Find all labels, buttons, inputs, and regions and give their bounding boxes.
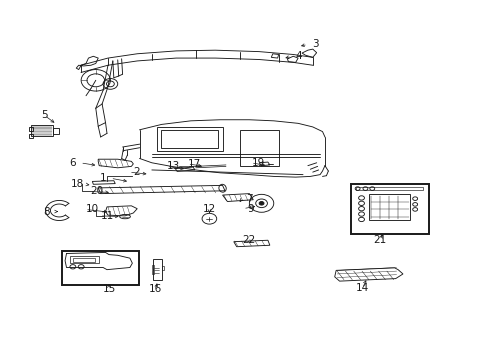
Text: 13: 13 [167, 161, 180, 171]
Circle shape [259, 202, 264, 205]
Bar [160, 130, 218, 148]
Bar [157, 127, 222, 151]
Text: 8: 8 [43, 207, 50, 217]
Text: 7: 7 [245, 194, 252, 204]
Text: 1: 1 [100, 173, 106, 183]
Bar [355, 187, 422, 190]
Text: 20: 20 [90, 186, 103, 197]
Text: 5: 5 [41, 111, 48, 121]
Text: 2: 2 [133, 167, 139, 177]
Bar [53, 128, 59, 134]
Bar [29, 134, 33, 138]
Bar [73, 258, 95, 262]
Text: 15: 15 [102, 284, 115, 294]
Bar [239, 130, 278, 166]
Text: 6: 6 [69, 158, 76, 168]
Bar [368, 194, 409, 220]
Text: 14: 14 [355, 283, 368, 293]
Bar [61, 251, 139, 285]
Text: 18: 18 [71, 179, 84, 189]
Text: 17: 17 [188, 159, 201, 169]
Bar [70, 256, 99, 263]
Text: 3: 3 [311, 40, 318, 49]
Bar [29, 127, 33, 131]
Bar [350, 184, 428, 234]
Bar [31, 126, 53, 136]
Text: 19: 19 [251, 158, 264, 168]
Text: 12: 12 [203, 204, 216, 215]
Bar [152, 265, 154, 269]
Text: 16: 16 [149, 284, 162, 294]
Bar [152, 270, 154, 274]
Text: 10: 10 [85, 204, 99, 215]
Text: 4: 4 [295, 51, 302, 61]
Text: 21: 21 [373, 235, 386, 245]
Text: 22: 22 [241, 235, 255, 245]
Bar [153, 259, 161, 280]
Bar [161, 266, 163, 270]
Text: 11: 11 [100, 211, 113, 221]
Text: 9: 9 [246, 204, 253, 214]
